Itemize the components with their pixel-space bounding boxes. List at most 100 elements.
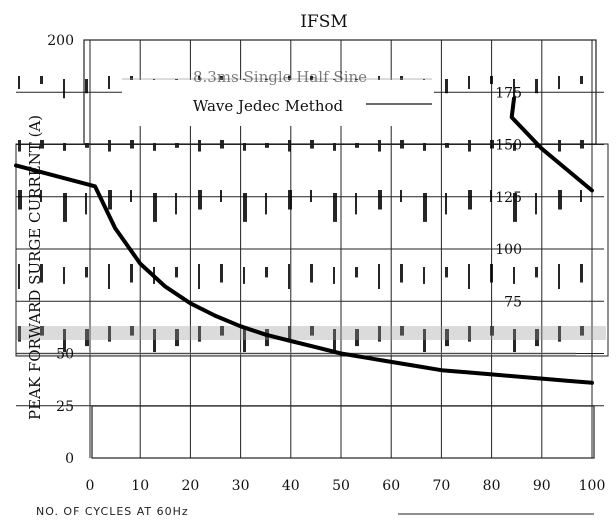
artifact-68 <box>378 190 382 210</box>
middle-frame <box>15 143 609 357</box>
artifact-120 <box>378 326 381 342</box>
artifact-46 <box>468 140 471 152</box>
artifact-83 <box>130 264 133 283</box>
y-tick-inner-4: 175 <box>495 85 522 101</box>
lower-frame <box>91 405 595 459</box>
artifact-21 <box>490 76 493 84</box>
artifact-67 <box>355 193 357 215</box>
artifact-19 <box>445 79 448 94</box>
artifact-100 <box>513 267 515 284</box>
artifact-53 <box>40 190 42 202</box>
artifact-3 <box>85 79 88 94</box>
x-tick-label-6: 60 <box>382 478 400 494</box>
artifact-76 <box>558 190 562 210</box>
artifact-98 <box>468 264 470 290</box>
artifact-34 <box>198 140 201 152</box>
annotation-line-1: 8.3ms Single Half Sine <box>193 68 367 86</box>
artifact-25 <box>580 76 583 84</box>
artifact-37 <box>265 143 269 148</box>
artifact-63 <box>265 193 267 215</box>
y-tick-inner-1: 100 <box>495 242 522 258</box>
artifact-129 <box>580 326 584 336</box>
artifact-44 <box>423 143 426 151</box>
artifact-55 <box>85 193 87 215</box>
artifact-97 <box>445 267 448 278</box>
artifact-28 <box>63 143 66 151</box>
artifact-104 <box>18 326 21 342</box>
artifact-60 <box>198 190 202 210</box>
artifact-71 <box>445 193 447 215</box>
artifact-99 <box>490 264 493 283</box>
artifact-64 <box>288 190 292 210</box>
artifact-122 <box>423 329 426 353</box>
artifact-106 <box>63 329 66 353</box>
artifact-24 <box>558 76 560 89</box>
artifact-113 <box>220 326 224 336</box>
artifact-65 <box>310 190 312 202</box>
artifact-0 <box>18 76 20 89</box>
artifact-125 <box>490 326 494 336</box>
artifact-59 <box>175 193 177 215</box>
y-tick-left-0: 0 <box>65 451 74 467</box>
artifact-117 <box>310 326 314 336</box>
y-tick-left-1: 25 <box>56 399 74 415</box>
artifact-119 <box>355 329 359 347</box>
artifact-29 <box>85 143 89 148</box>
artifact-61 <box>220 190 222 202</box>
artifact-90 <box>288 264 290 290</box>
artifact-79 <box>40 264 43 283</box>
artifact-81 <box>85 267 88 278</box>
artifact-93 <box>355 267 358 278</box>
artifact-32 <box>153 143 156 151</box>
artifact-89 <box>265 267 268 278</box>
y-tick-left-2: 50 <box>56 347 74 363</box>
x-tick-labels: 0 10 20 30 40 50 60 70 80 90 100 <box>86 478 606 494</box>
artifact-4 <box>108 76 110 89</box>
artifact-86 <box>198 264 200 290</box>
x-tick-label-2: 20 <box>181 478 199 494</box>
plot-frame <box>15 39 609 459</box>
artifact-38 <box>288 140 291 152</box>
artifact-48 <box>513 143 516 151</box>
artifact-74 <box>513 193 517 222</box>
artifact-69 <box>400 190 402 202</box>
x-tick-label-4: 40 <box>282 478 300 494</box>
artifact-102 <box>558 264 560 290</box>
artifact-108 <box>108 326 111 342</box>
artifact-96 <box>423 267 425 284</box>
x-tick-label-7: 70 <box>432 478 450 494</box>
artifact-88 <box>243 267 245 284</box>
y-tick-labels: 0 25 50 200 75 100 125 150 175 <box>47 33 522 467</box>
artifact-54 <box>63 193 67 222</box>
artifact-66 <box>333 193 337 222</box>
artifact-77 <box>580 190 582 202</box>
artifact-95 <box>400 264 403 283</box>
y-tick-inner-3: 150 <box>495 138 522 154</box>
artifact-116 <box>288 326 291 342</box>
artifact-101 <box>535 267 538 278</box>
artifact-78 <box>18 264 20 290</box>
artifact-80 <box>63 267 65 284</box>
artifact-124 <box>468 326 471 342</box>
artifact-123 <box>445 329 449 347</box>
artifact-23 <box>535 79 538 94</box>
x-tick-label-8: 80 <box>483 478 501 494</box>
series-secondary-line <box>509 96 594 193</box>
artifact-118 <box>333 329 336 353</box>
artifact-20 <box>468 76 470 89</box>
artifact-42 <box>378 140 381 152</box>
artifact-22 <box>513 79 515 99</box>
artifact-70 <box>423 193 427 222</box>
artifact-72 <box>468 190 472 210</box>
artifact-112 <box>198 326 201 342</box>
artifact-45 <box>445 143 449 148</box>
chart-title: IFSM <box>300 12 348 32</box>
artifact-105 <box>40 326 44 336</box>
artifact-85 <box>175 267 178 278</box>
curves <box>14 96 594 385</box>
artifact-62 <box>243 193 247 222</box>
artifact-92 <box>333 267 335 284</box>
artifact-115 <box>265 329 269 347</box>
artifact-52 <box>18 190 22 210</box>
